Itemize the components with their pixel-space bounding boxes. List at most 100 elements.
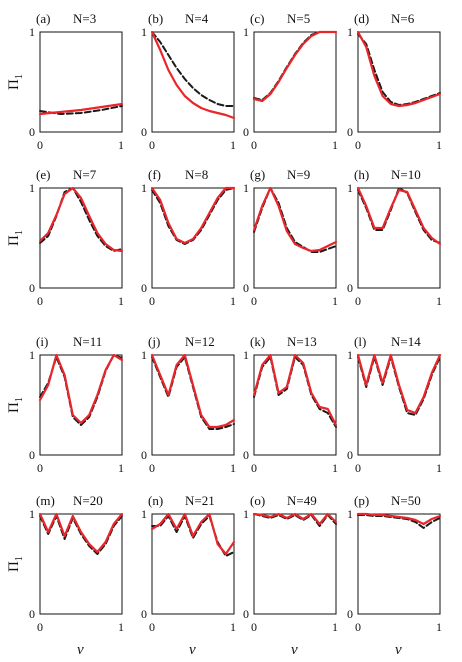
panel-title: N=49 [287,493,317,508]
y-tick-label: 1 [347,25,353,39]
x-tick-label: 1 [332,294,338,308]
panel-title: N=20 [73,493,103,508]
panel-label: (g) [250,167,265,182]
panel-label: (i) [36,334,48,349]
x-tick-label: 0 [355,461,361,475]
x-tick-label: 1 [230,138,236,152]
x-tick-label: 0 [251,138,257,152]
y-axis-label: Π1 [6,230,25,246]
y-axis-label-subscript: 1 [14,230,25,235]
plot-frame [151,513,235,615]
x-axis-label: ν [395,642,402,658]
y-tick-label: 1 [347,348,353,362]
y-tick-label: 1 [29,507,35,521]
series-line-solid [252,512,338,526]
x-tick-label: 1 [436,620,442,634]
panel-label: (b) [148,11,163,26]
series-line-solid [356,30,442,108]
panel-label: (h) [354,167,369,182]
x-tick-label: 0 [37,138,43,152]
panel-title: N=7 [73,167,97,182]
plot-frame [357,187,441,289]
series-line-solid [150,186,236,245]
series-line-solid [150,353,236,429]
y-tick-label: 1 [141,25,147,39]
y-tick-label: 0 [29,607,35,621]
y-tick-label: 0 [243,281,249,295]
panel-label: (o) [250,493,265,508]
panel-label: (a) [36,11,50,26]
y-tick-label: 0 [347,281,353,295]
plot-frame [151,187,235,289]
y-tick-label: 1 [243,181,249,195]
panel-title: N=12 [185,334,215,349]
x-tick-label: 0 [149,138,155,152]
y-tick-label: 0 [243,125,249,139]
panel-label: (l) [354,334,366,349]
plot-frame [151,354,235,456]
y-tick-label: 0 [347,448,353,462]
y-tick-label: 0 [141,607,147,621]
x-tick-label: 0 [251,461,257,475]
panel-title: N=5 [287,11,310,26]
plot-frame [253,513,337,615]
y-tick-label: 1 [243,507,249,521]
x-tick-label: 1 [118,620,124,634]
y-tick-label: 1 [141,507,147,521]
series-line-dashed [151,31,235,107]
panel-title: N=3 [73,11,96,26]
y-tick-label: 0 [347,125,353,139]
x-tick-label: 0 [149,620,155,634]
y-axis-label-subscript: 1 [14,556,25,561]
x-tick-label: 0 [355,620,361,634]
y-tick-label: 1 [243,25,249,39]
panel-label: (e) [36,167,50,182]
series-line-dashed [151,187,235,245]
y-tick-label: 1 [29,348,35,362]
panel-title: N=21 [185,493,215,508]
series-line-dashed [39,187,123,252]
y-tick-label: 0 [29,448,35,462]
panel-title: N=10 [391,167,421,182]
y-axis-label: Π1 [6,74,25,90]
series-line-dashed [357,33,441,106]
panel-title: N=6 [391,11,415,26]
y-tick-label: 0 [141,448,147,462]
panel-label: (n) [148,493,163,508]
y-tick-label: 0 [347,607,353,621]
panel-title: N=50 [391,493,421,508]
y-tick-label: 0 [243,607,249,621]
y-axis-label: Π1 [6,397,25,413]
x-tick-label: 0 [355,138,361,152]
y-tick-label: 1 [347,507,353,521]
series-line-solid [38,186,124,253]
plot-frame [253,31,337,133]
series-line-solid [356,512,442,526]
y-tick-label: 1 [29,181,35,195]
plot-frame [39,31,123,133]
x-tick-label: 1 [436,294,442,308]
plot-frame [39,354,123,456]
x-tick-label: 1 [118,461,124,475]
x-tick-label: 1 [436,461,442,475]
x-axis-label: ν [77,642,84,658]
x-tick-label: 0 [149,294,155,308]
x-tick-label: 0 [355,294,361,308]
series-line-solid [252,353,338,427]
panel-title: N=8 [185,167,208,182]
panel-title: N=14 [391,334,421,349]
y-tick-label: 0 [243,448,249,462]
y-axis-label-subscript: 1 [14,74,25,79]
y-tick-label: 1 [243,348,249,362]
y-axis-label: Π1 [6,556,25,572]
series-line-dashed [151,356,235,430]
series-line-solid [252,30,338,103]
series-line-dashed [253,356,337,428]
plot-frame [253,354,337,456]
x-axis-label: ν [189,642,196,658]
y-tick-label: 1 [347,181,353,195]
series-line-solid [356,186,442,246]
x-tick-label: 1 [118,294,124,308]
y-tick-label: 0 [141,281,147,295]
